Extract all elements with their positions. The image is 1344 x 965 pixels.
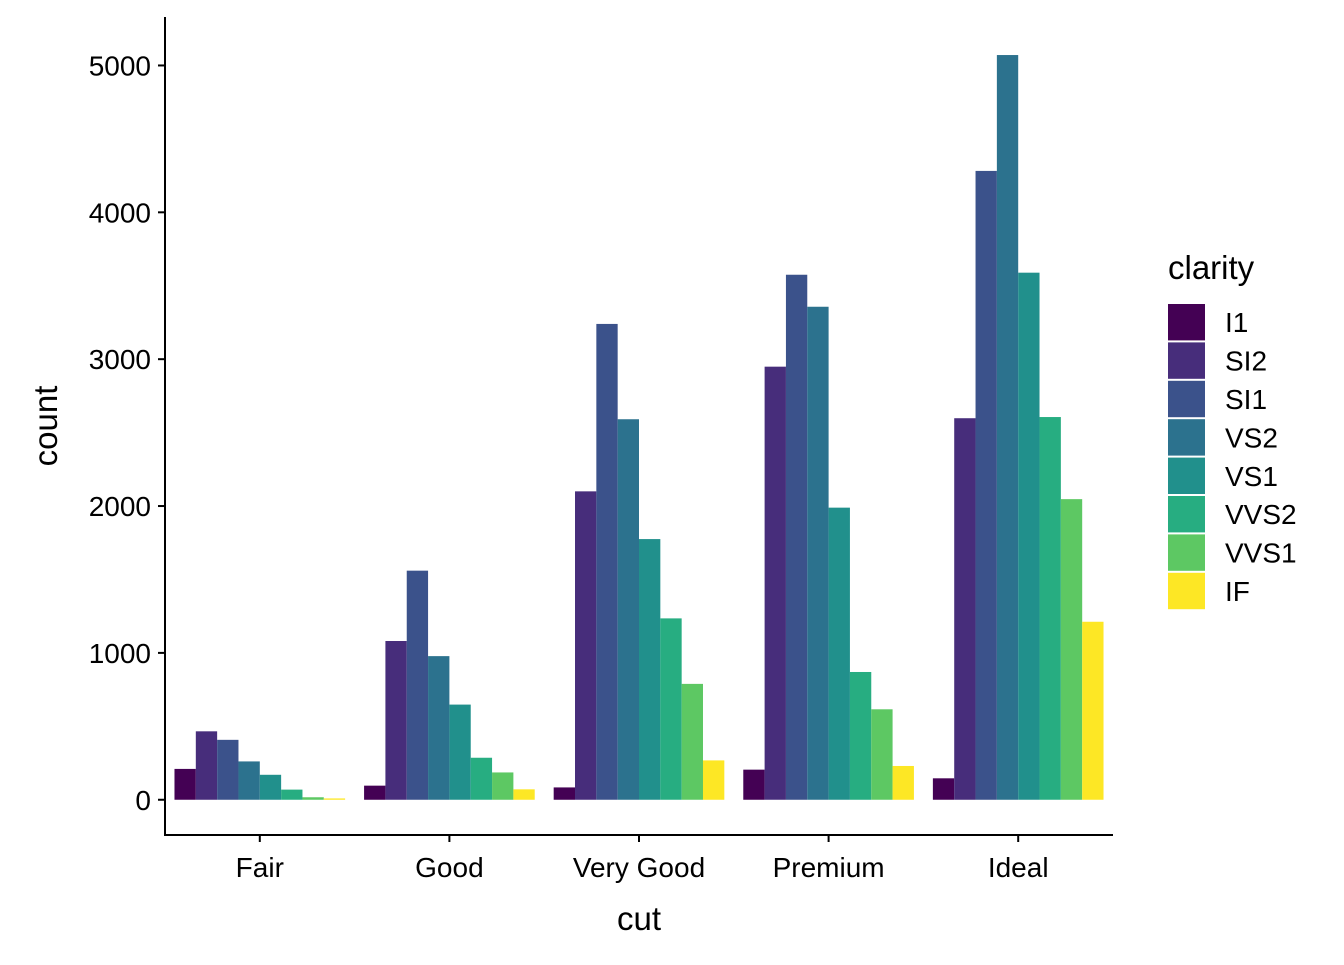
- y-tick-label: 1000: [89, 638, 151, 669]
- legend: clarity I1 SI2 SI1 VS2 VS1 VVS2 VVS1 IF: [1168, 249, 1297, 610]
- legend-label-vs1: VS1: [1225, 461, 1278, 492]
- bar-premium-i1: [743, 769, 765, 800]
- x-tick-label: Premium: [773, 852, 885, 883]
- bar-premium-vs1: [828, 507, 850, 800]
- x-tick-label: Ideal: [988, 852, 1049, 883]
- bar-premium-vvs1: [871, 709, 893, 800]
- legend-key-vvs2: [1168, 496, 1205, 533]
- bar-good-if: [513, 789, 535, 800]
- y-tick-label: 5000: [89, 50, 151, 81]
- y-axis-ticks: 0 1000 2000 3000 4000 5000: [89, 50, 165, 816]
- bar-very-good-vs2: [617, 419, 639, 800]
- bars-layer: [174, 55, 1104, 800]
- bar-good-si1: [406, 570, 429, 800]
- bar-very-good-si2: [575, 491, 597, 800]
- legend-key-vs2: [1168, 419, 1205, 456]
- bar-fair-if: [323, 798, 346, 800]
- legend-key-vs1: [1168, 457, 1205, 494]
- legend-key-si1: [1168, 380, 1205, 418]
- x-tick-label: Very Good: [573, 852, 705, 883]
- bar-ideal-si2: [954, 418, 976, 800]
- bar-premium-si1: [785, 274, 808, 800]
- bar-ideal-vvs2: [1039, 417, 1061, 800]
- y-axis-title: count: [27, 386, 64, 467]
- legend-label-vvs1: VVS1: [1225, 538, 1297, 569]
- x-tick-label: Fair: [236, 852, 284, 883]
- x-axis-ticks: Fair Good Very Good Premium Ideal: [236, 835, 1049, 883]
- bar-fair-i1: [174, 768, 196, 800]
- legend-key-if: [1168, 572, 1205, 610]
- bar-good-vvs2: [470, 757, 493, 800]
- bar-very-good-i1: [553, 787, 576, 800]
- bar-premium-vvs2: [849, 671, 872, 800]
- bar-ideal-if: [1082, 621, 1104, 800]
- bar-ideal-si1: [975, 170, 997, 800]
- bar-fair-si1: [217, 739, 239, 800]
- bar-ideal-vvs1: [1060, 499, 1083, 800]
- legend-label-vs2: VS2: [1225, 422, 1278, 453]
- legend-key-si2: [1168, 342, 1205, 379]
- bar-premium-if: [892, 765, 914, 800]
- y-tick-label: 3000: [89, 344, 151, 375]
- legend-label-if: IF: [1225, 576, 1250, 607]
- bar-fair-vvs1: [302, 797, 324, 800]
- bar-premium-vs2: [807, 306, 829, 800]
- bar-good-vs1: [449, 704, 471, 800]
- legend-label-si2: SI2: [1225, 346, 1267, 377]
- bar-ideal-i1: [932, 778, 955, 800]
- bar-very-good-vs1: [639, 539, 661, 800]
- y-tick-label: 0: [135, 785, 151, 816]
- legend-label-vvs2: VVS2: [1225, 499, 1297, 530]
- bar-ideal-vs1: [1018, 272, 1040, 800]
- y-tick-label: 4000: [89, 197, 151, 228]
- legend-key-i1: [1168, 304, 1205, 341]
- legend-label-i1: I1: [1225, 307, 1248, 338]
- y-tick-label: 2000: [89, 491, 151, 522]
- bar-good-i1: [364, 785, 386, 800]
- legend-items: I1 SI2 SI1 VS2 VS1 VVS2 VVS1 IF: [1168, 304, 1297, 610]
- bar-premium-si2: [764, 366, 786, 800]
- bar-ideal-vs2: [996, 55, 1019, 800]
- legend-key-vvs1: [1168, 534, 1205, 571]
- x-tick-label: Good: [415, 852, 484, 883]
- bar-good-vs2: [428, 656, 450, 800]
- bar-very-good-vvs2: [660, 618, 682, 800]
- bar-fair-vvs2: [281, 789, 303, 800]
- bar-good-vvs1: [492, 772, 514, 800]
- bar-very-good-si1: [596, 323, 618, 800]
- bar-fair-si2: [195, 731, 218, 800]
- legend-title: clarity: [1168, 249, 1255, 286]
- x-axis-title: cut: [617, 900, 661, 937]
- bar-very-good-vvs1: [681, 683, 703, 800]
- bar-fair-vs1: [259, 774, 282, 800]
- legend-label-si1: SI1: [1225, 384, 1267, 415]
- bar-fair-vs2: [238, 761, 260, 800]
- bar-good-si2: [385, 641, 407, 800]
- bar-very-good-if: [702, 760, 725, 800]
